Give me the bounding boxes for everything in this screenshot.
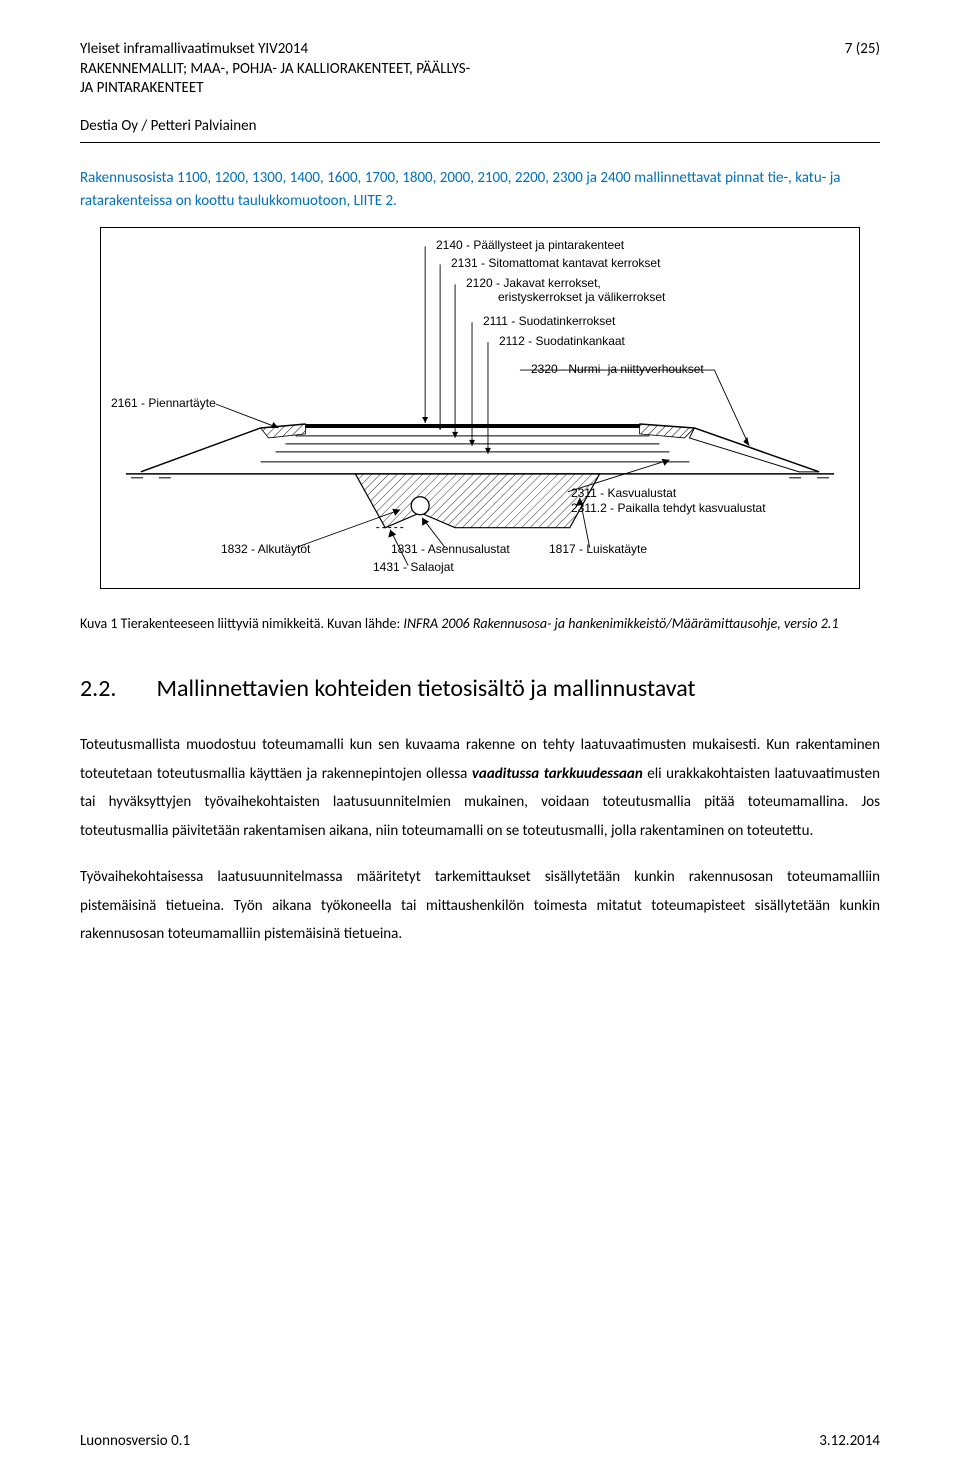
header-title-line3: JA PINTARAKENTEET (80, 79, 470, 99)
label-2111: 2111 - Suodatinkerrokset (483, 314, 615, 329)
caption-source: INFRA 2006 Rakennusosa- ja hankenimikkei… (403, 615, 838, 632)
section-heading: 2.2. Mallinnettavien kohteiden tietosisä… (80, 674, 880, 703)
label-2320: 2320 - Nurmi- ja niittyverhoukset (531, 362, 704, 377)
label-2140: 2140 - Päällysteet ja pintarakenteet (436, 238, 624, 253)
section-title: Mallinnettavien kohteiden tietosisältö j… (156, 674, 695, 703)
header-rule (80, 142, 880, 143)
footer-version: Luonnosversio 0.1 (80, 1432, 190, 1450)
header-title-line2: RAKENNEMALLIT; MAA-, POHJA- JA KALLIORAK… (80, 60, 470, 80)
paragraph-1: Toteutusmallista muodostuu toteumamalli … (80, 731, 880, 845)
label-2161: 2161 - Piennartäyte (111, 396, 216, 411)
label-2112: 2112 - Suodatinkankaat (499, 334, 625, 349)
label-2120a: 2120 - Jakavat kerrokset, (466, 276, 601, 291)
label-2311a: 2311 - Kasvualustat (571, 486, 676, 501)
label-2131: 2131 - Sitomattomat kantavat kerrokset (451, 256, 660, 271)
footer-date: 3.12.2014 (819, 1432, 880, 1450)
page-footer: Luonnosversio 0.1 3.12.2014 (80, 1432, 880, 1450)
document-page: Yleiset inframallivaatimukset YIV2014 RA… (0, 0, 960, 1484)
figure-caption: Kuva 1 Tierakenteeseen liittyviä nimikke… (80, 613, 880, 634)
p1-bold: vaaditussa tarkkuudessaan (472, 765, 643, 783)
diagram-container: 2140 - Päällysteet ja pintarakenteet 213… (100, 227, 860, 589)
caption-prefix: Kuva 1 Tierakenteeseen liittyviä nimikke… (80, 615, 403, 632)
paragraph-2: Työvaihekohtaisessa laatusuunnitelmassa … (80, 863, 880, 949)
label-1832: 1832 - Alkutäytöt (221, 542, 310, 557)
intro-paragraph: Rakennusosista 1100, 1200, 1300, 1400, 1… (80, 167, 880, 212)
label-1817: 1817 - Luiskatäyte (549, 542, 647, 557)
road-cross-section-diagram: 2140 - Päällysteet ja pintarakenteet 213… (101, 228, 859, 588)
label-2120b: eristyskerrokset ja välikerrokset (486, 290, 665, 305)
section-number: 2.2. (80, 674, 116, 703)
label-1431: 1431 - Salaojat (373, 560, 454, 575)
label-1831: 1831 - Asennusalustat (391, 542, 510, 557)
header-author: Destia Oy / Petteri Palviainen (80, 117, 470, 137)
page-number: 7 (25) (845, 40, 880, 136)
header-title-block: Yleiset inframallivaatimukset YIV2014 RA… (80, 40, 470, 136)
page-header: Yleiset inframallivaatimukset YIV2014 RA… (80, 40, 880, 136)
header-title-line1: Yleiset inframallivaatimukset YIV2014 (80, 40, 470, 60)
label-2311b: 2311.2 - Paikalla tehdyt kasvualustat (571, 501, 766, 516)
